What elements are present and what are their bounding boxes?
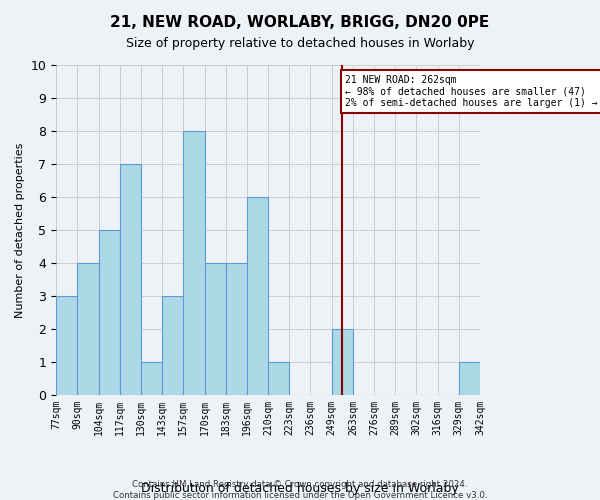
Bar <box>56 296 77 395</box>
Bar <box>247 197 268 395</box>
Text: Distribution of detached houses by size in Worlaby: Distribution of detached houses by size … <box>141 482 459 495</box>
Bar <box>332 329 353 395</box>
Bar <box>226 263 247 395</box>
Bar <box>98 230 120 395</box>
Bar <box>205 263 226 395</box>
Bar <box>162 296 184 395</box>
Bar <box>120 164 141 395</box>
Text: Size of property relative to detached houses in Worlaby: Size of property relative to detached ho… <box>126 38 474 51</box>
Bar <box>77 263 98 395</box>
Bar <box>141 362 162 395</box>
Text: 21, NEW ROAD, WORLABY, BRIGG, DN20 0PE: 21, NEW ROAD, WORLABY, BRIGG, DN20 0PE <box>110 15 490 30</box>
Bar <box>268 362 289 395</box>
Y-axis label: Number of detached properties: Number of detached properties <box>15 142 25 318</box>
Text: Contains HM Land Registry data © Crown copyright and database right 2024.
Contai: Contains HM Land Registry data © Crown c… <box>113 480 487 500</box>
Bar <box>459 362 480 395</box>
Bar <box>184 131 205 395</box>
Text: 21 NEW ROAD: 262sqm
← 98% of detached houses are smaller (47)
2% of semi-detache: 21 NEW ROAD: 262sqm ← 98% of detached ho… <box>346 75 598 108</box>
